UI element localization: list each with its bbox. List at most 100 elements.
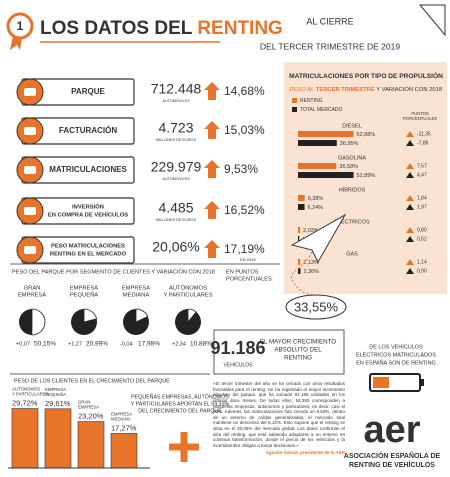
change-arrow (406, 131, 414, 137)
segments-title: PESO DEL PARQUE POR SEGMENTO DE CLIENTES… (12, 268, 215, 275)
growth-value: 23,20% (78, 412, 104, 421)
bar-label: 2,36% (303, 269, 319, 275)
change-label: -7,86 (417, 141, 429, 147)
propulsion-bar (298, 259, 301, 265)
group-name: HÍBRIDOS (339, 186, 366, 193)
ev-text: DE LOS VEHÍCULOS (369, 343, 423, 350)
kpi-unit: AUTOMÓVILES (162, 98, 190, 103)
bar-label: 2,13% (303, 260, 319, 266)
kpi-value: 4.723 (158, 120, 193, 136)
growth-value: 29,61% (45, 399, 71, 408)
segment-share: 20,99% (86, 341, 108, 348)
segment-name: AUTÓNOMOS (169, 285, 207, 292)
kpi-label: PESO MATRICULACIONES (51, 244, 125, 250)
bar-label: 6,24% (308, 205, 324, 211)
highlight-text: ABSOLUTO DEL (274, 347, 322, 354)
logo-text: ASOCIACIÓN ESPAÑOLA DE (344, 451, 441, 460)
logo-text: RENTING DE VEHÍCULOS (349, 460, 435, 469)
segment-share: 50,15% (34, 341, 56, 348)
kpi-icon-glyph (24, 127, 36, 135)
title-part: RENTING (197, 18, 283, 39)
growth-name: GRAN (78, 400, 90, 405)
change-arrow (406, 236, 414, 242)
kpi-value: 20,06% (152, 239, 199, 255)
points-label: PUNTOS (411, 111, 429, 116)
subtitle-part: TERCER TRIMESTRE (316, 87, 375, 93)
quote-author: Agustín García, presidente de la AER (265, 449, 345, 455)
closing: DEL TERCER TRIMESTRE DE 2019 (260, 41, 400, 51)
title-part: LOS DATOS DEL (40, 18, 197, 39)
growth-value: 29,72% (12, 399, 38, 408)
segment-change: +1,27 (68, 341, 82, 347)
kpi-label: RENTING EN EL MERCADO (50, 252, 127, 258)
change-arrow (406, 195, 414, 201)
highlight-value: 91.186 (210, 338, 265, 358)
group-name: GASOLINA (338, 155, 366, 161)
propulsion-bar (298, 195, 305, 201)
growth-title: PESO DE LOS CLIENTES EN EL CRECIMIENTO D… (14, 378, 170, 384)
change-label: 4,47 (417, 173, 427, 179)
change-label: 0,80 (417, 228, 427, 234)
segment-name: Y PARTICULARES (163, 293, 212, 299)
growth-name: EMPRESA (45, 387, 66, 392)
quote-text: «El tercer trimestre del año se ha cerra… (213, 381, 345, 448)
bar-label: 6,38% (308, 196, 324, 202)
legend-swatch (292, 107, 297, 112)
change-arrow (406, 172, 414, 178)
kpi-label: EN COMPRA DE VEHÍCULOS (48, 211, 128, 219)
change-arrow (406, 268, 414, 274)
medal-ribbon (10, 36, 22, 50)
bar-label: 36,95% (340, 141, 359, 147)
segment-name: PEQUEÑA (70, 292, 98, 299)
closing: AL CIERRE (306, 16, 353, 26)
growth-name: EMPRESA (111, 412, 132, 417)
group-name: ELÉCTRICOS (334, 218, 369, 225)
propulsion-bar (298, 140, 337, 146)
highlight-text: EL MAYOR CRECIMIENTO (260, 339, 336, 346)
logo-mark: aer (363, 409, 420, 451)
propulsion-bar (298, 204, 305, 210)
kpi-unit: MILLONES DE EUROS (156, 218, 197, 222)
ev-text: EN ESPAÑA SON DE RENTING (356, 359, 436, 366)
kpi-label: INVERSIÓN (72, 203, 104, 211)
ruler-icon (418, 4, 446, 37)
group-name: GAS (346, 251, 358, 257)
kpi-icon-glyph (24, 88, 36, 96)
kpi-value: 712.448 (151, 81, 202, 97)
change-arrow (406, 227, 414, 233)
kpi-arrow (204, 82, 220, 100)
growth-name: MEDIANA (111, 417, 131, 422)
change-arrow (406, 163, 414, 169)
panel-subtitle: PESO AL TERCER TRIMESTRE Y VARIACIÓN CON… (290, 86, 442, 93)
propulsion-bar (298, 236, 300, 242)
battery-charge (373, 377, 389, 388)
bar-label: 36,58% (339, 164, 358, 170)
growth-note: DEL CRECIMIENTO DEL PARQUE (138, 408, 222, 414)
pie-slice (83, 308, 98, 323)
segment-share: 10,88% (190, 341, 212, 348)
medal-number: 1 (17, 19, 24, 33)
bar-label: 52,88% (357, 132, 376, 138)
kpi-change: 17,19% (224, 242, 265, 256)
plane (290, 213, 347, 264)
points-label: PORCENTUALES (403, 116, 437, 121)
kpi-label: FACTURACIÓN (59, 126, 117, 135)
segment-name: EMPRESA (122, 286, 150, 292)
pie-slice (135, 308, 149, 323)
kpi-change: 14,68% (224, 84, 265, 98)
growth-name: Y PARTICULARES (12, 392, 49, 397)
kpi-arrow (204, 121, 220, 139)
kpi-value: 229.979 (151, 159, 202, 175)
kpi-unit: AUTOMÓVILES (162, 176, 190, 181)
growth-name: PEQUEÑA (45, 392, 66, 397)
title: LOS DATOS DEL RENTING (40, 18, 283, 39)
change-label: 0,52 (417, 237, 427, 243)
segment-name: EMPRESA (70, 286, 98, 292)
segment-name: EMPRESA (18, 293, 46, 299)
bar-label: 2,03% (303, 228, 319, 234)
kpi-change: 15,03% (224, 123, 265, 137)
pie-slice (31, 308, 46, 336)
ev-text: ELÉCTRICOS MATRICULADOS (356, 351, 436, 358)
growth-name: EMPRESA (78, 405, 99, 410)
